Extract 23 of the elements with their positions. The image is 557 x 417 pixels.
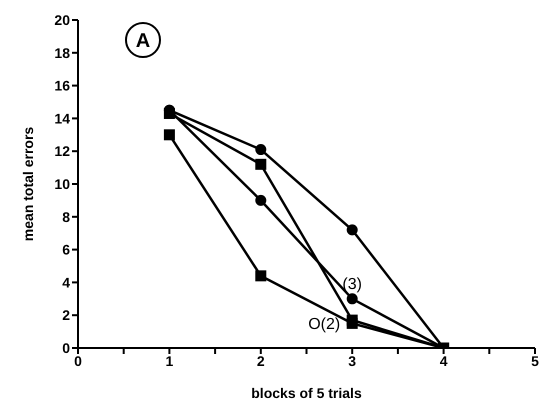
y-axis-title: mean total errors <box>20 126 36 242</box>
y-tick-label: 10 <box>54 176 70 192</box>
circled-letter: A <box>125 22 161 58</box>
y-tick-label: 12 <box>54 143 70 160</box>
y-tick-label: 16 <box>54 78 70 94</box>
x-tick-label: 1 <box>166 352 174 369</box>
annotation: (3) <box>342 276 362 293</box>
annotation: A <box>136 30 150 52</box>
x-axis-title: blocks of 5 trials <box>251 385 362 401</box>
x-tick-label: 5 <box>531 352 540 369</box>
x-tick-label: 3 <box>348 352 356 369</box>
y-tick-label: 6 <box>62 242 70 258</box>
y-tick-label: 0 <box>62 340 70 356</box>
x-tick-label: 2 <box>256 352 265 369</box>
y-tick-label: 2 <box>62 307 70 324</box>
x-tick-label: 4 <box>440 352 448 369</box>
annotation: O(2) <box>308 316 340 334</box>
y-tick-label: 20 <box>54 12 70 28</box>
y-tick-label: 8 <box>62 208 70 225</box>
x-tick-label: 0 <box>74 352 82 369</box>
y-tick-label: 4 <box>62 274 70 290</box>
y-tick-label: 18 <box>54 44 70 61</box>
y-tick-label: 14 <box>54 110 70 126</box>
